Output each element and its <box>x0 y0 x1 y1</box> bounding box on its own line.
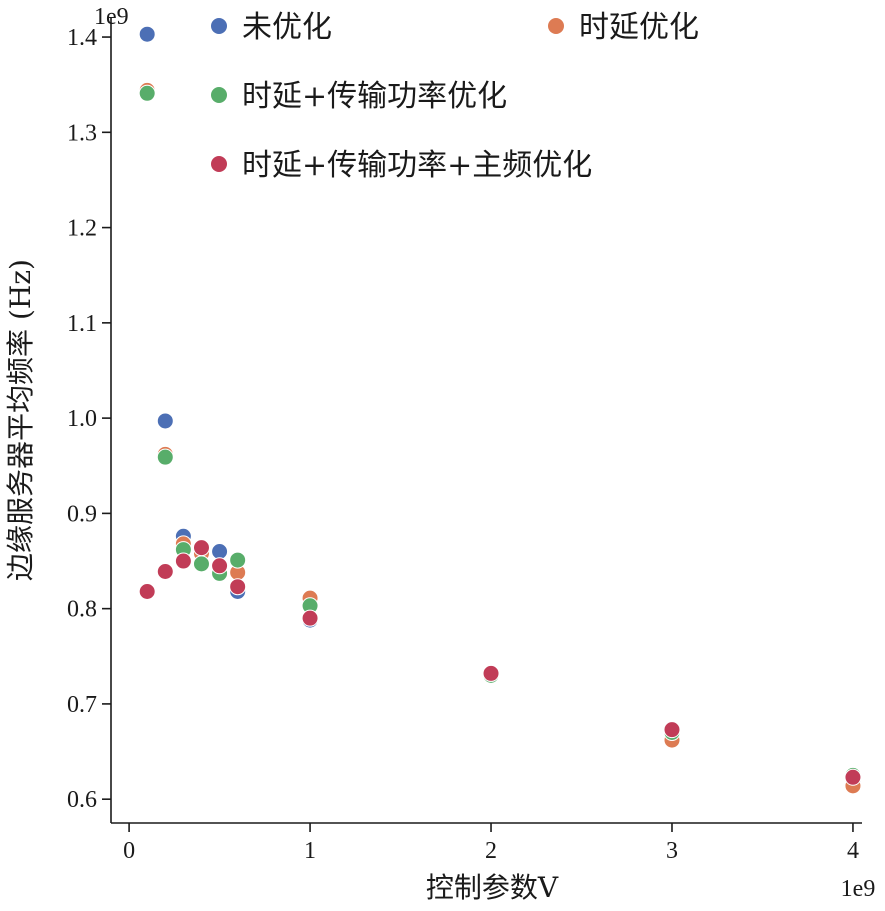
x-tick-label: 2 <box>485 838 497 864</box>
y-tick-label: 0.9 <box>67 501 97 527</box>
data-point-series-3 <box>138 84 156 102</box>
legend-marker-delay <box>548 18 564 34</box>
y-tick-label: 0.6 <box>67 787 97 813</box>
data-point-series-4 <box>229 578 247 596</box>
data-points <box>138 25 862 795</box>
x-axis-ticks: 0 1 2 3 4 <box>123 823 859 864</box>
x-axis-title: 控制参数V <box>426 871 559 904</box>
y-axis-ticks: 0.6 0.7 0.8 0.9 1.0 1.1 1.2 1.3 1.4 <box>67 25 111 813</box>
legend-item-delay-power: 时延+传输功率优化 <box>211 79 507 114</box>
data-point-series-3 <box>229 551 247 569</box>
y-axis-title: 边缘服务器平均频率 (Hz) <box>4 259 37 581</box>
data-point-series-3 <box>192 555 210 573</box>
y-tick-label: 1.1 <box>67 311 97 337</box>
legend-label-delay-power-freq: 时延+传输功率+主频优化 <box>242 148 592 183</box>
y-tick-label: 1.3 <box>67 120 97 146</box>
data-point-series-1 <box>138 25 156 43</box>
y-axis: 0.6 0.7 0.8 0.9 1.0 1.1 1.2 1.3 1.4 1e9 边缘服务器平均频… <box>4 4 129 823</box>
x-axis-scale-label: 1e9 <box>841 876 876 902</box>
data-point-series-4 <box>192 539 210 557</box>
data-point-series-4 <box>844 768 862 786</box>
series-1 <box>138 25 862 789</box>
data-point-series-4 <box>482 664 500 682</box>
y-tick-label: 1.0 <box>67 406 97 432</box>
y-tick-label: 0.7 <box>67 692 97 718</box>
series-2 <box>138 81 862 795</box>
series-3 <box>138 84 862 784</box>
legend-label-delay: 时延优化 <box>579 10 699 45</box>
data-point-series-1 <box>156 412 174 430</box>
legend-label-delay-power: 时延+传输功率优化 <box>242 79 507 114</box>
legend-marker-unoptimized <box>211 18 227 34</box>
y-tick-label: 0.8 <box>67 597 97 623</box>
data-point-series-3 <box>156 448 174 466</box>
legend-item-delay: 时延优化 <box>548 10 699 45</box>
legend-marker-delay-power-freq <box>211 156 227 172</box>
y-tick-label: 1.2 <box>67 216 97 242</box>
x-tick-label: 3 <box>666 838 678 864</box>
legend-item-unoptimized: 未优化 <box>211 10 332 45</box>
y-axis-scale-label: 1e9 <box>94 4 129 30</box>
data-point-series-1 <box>211 542 229 560</box>
data-point-series-4 <box>301 609 319 627</box>
x-axis: 0 1 2 3 4 1e9 控制参数V <box>111 822 876 904</box>
x-tick-label: 0 <box>123 838 135 864</box>
data-point-series-4 <box>138 583 156 601</box>
x-tick-label: 4 <box>847 838 859 864</box>
y-tick-label: 1.4 <box>67 25 97 51</box>
legend-label-unoptimized: 未优化 <box>242 10 332 45</box>
data-point-series-4 <box>174 552 192 570</box>
data-point-series-4 <box>211 557 229 575</box>
x-tick-label: 1 <box>304 838 316 864</box>
legend-marker-delay-power <box>211 87 227 103</box>
data-point-series-4 <box>663 721 681 739</box>
series-4 <box>138 539 862 786</box>
data-point-series-4 <box>156 562 174 580</box>
legend-item-delay-power-freq: 时延+传输功率+主频优化 <box>211 148 592 183</box>
legend: 未优化 时延优化 时延+传输功率优化 时延+传输功率+主频优化 <box>211 10 699 183</box>
